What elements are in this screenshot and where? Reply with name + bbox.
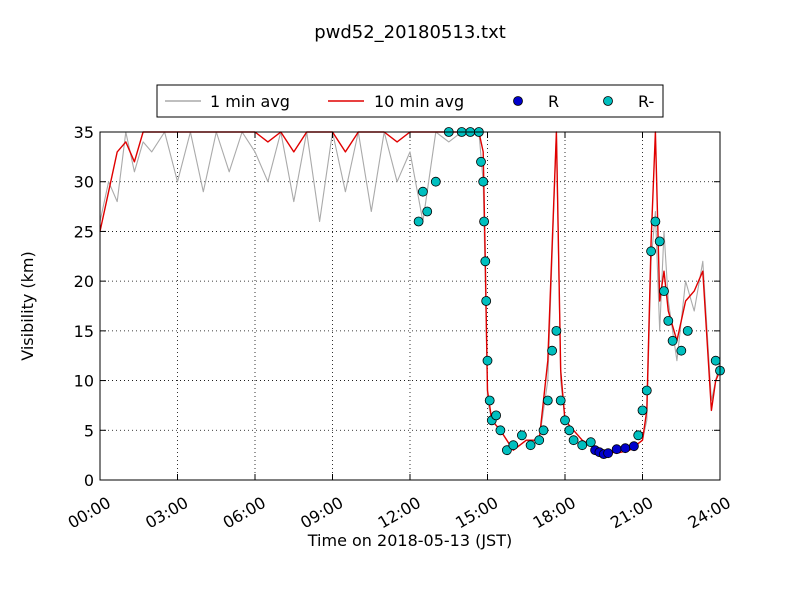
data-point-r	[663, 315, 674, 326]
y-tick-label: 5	[84, 421, 94, 440]
data-point-r	[637, 405, 648, 416]
data-point-r	[547, 345, 557, 356]
data-point-r	[654, 236, 665, 247]
legend-box	[156, 84, 664, 118]
data-point-r	[534, 435, 545, 446]
x-tick-label: 03:00	[142, 493, 191, 533]
data-point-r	[633, 430, 644, 441]
data-point-r	[682, 325, 693, 336]
y-tick-label: 10	[74, 372, 94, 391]
x-tick-label: 18:00	[530, 493, 579, 533]
legend-label-1-min-avg: 1 min avg	[210, 92, 290, 111]
data-point-r	[430, 176, 441, 187]
y-tick-label: 20	[74, 272, 94, 291]
y-axis-label: Visibility (km)	[18, 251, 37, 360]
data-point-r	[476, 156, 486, 167]
data-point-r	[551, 325, 562, 336]
axis-ticks: 00:00 03:00 06:00 09:00 12:00 15:00 18:00 21:00…	[65, 123, 734, 532]
data-point-r	[525, 440, 536, 451]
data-point-r	[481, 296, 492, 306]
x-tick-label: 06:00	[220, 493, 269, 533]
plot-area	[99, 127, 725, 460]
y-tick-label: 0	[84, 471, 94, 490]
y-tick-label: 35	[74, 123, 94, 142]
data-point-r	[417, 186, 428, 197]
data-point-r	[710, 355, 721, 366]
data-point-r	[478, 176, 489, 187]
y-tick-label: 30	[74, 173, 94, 192]
grid-lines	[100, 132, 720, 480]
data-point-r	[542, 395, 553, 406]
data-point-r	[611, 444, 622, 455]
data-point-r	[646, 246, 656, 257]
data-point-r	[482, 355, 493, 366]
data-point-r	[484, 395, 495, 406]
data-point-r	[413, 216, 424, 227]
data-point-r	[641, 385, 652, 396]
data-point-r	[555, 395, 566, 406]
x-tick-label: 00:00	[65, 493, 114, 533]
x-tick-label: 24:00	[685, 493, 734, 533]
data-point-r	[422, 206, 433, 217]
data-point-r	[629, 441, 639, 452]
data-point-r	[495, 425, 506, 436]
data-point-r	[577, 440, 588, 451]
data-point-r	[480, 256, 491, 267]
data-point-r	[585, 437, 596, 448]
data-point-r	[538, 425, 549, 436]
x-tick-label: 21:00	[607, 493, 656, 533]
data-point-r	[659, 286, 669, 297]
data-point-r	[667, 335, 678, 346]
y-tick-label: 25	[74, 222, 94, 241]
chart-title: pwd52_20180513.txt	[314, 22, 506, 43]
data-point-r	[564, 425, 575, 436]
data-point-r	[650, 216, 661, 227]
legend-label-r: R	[548, 92, 559, 111]
data-point-r	[560, 415, 570, 426]
data-point-r	[676, 345, 687, 356]
data-point-r	[508, 440, 519, 451]
data-point-r	[517, 430, 527, 441]
x-axis-label: Time on 2018-05-13 (JST)	[307, 531, 512, 550]
y-tick-label: 15	[74, 322, 94, 341]
legend-swatch-r	[603, 96, 613, 106]
data-point-r	[491, 410, 502, 421]
x-tick-label: 15:00	[452, 493, 501, 533]
legend-label-10-min-avg: 10 min avg	[374, 92, 464, 111]
data-point-r	[568, 435, 579, 446]
x-tick-label: 09:00	[297, 493, 346, 533]
legend-label-r: R-	[638, 92, 654, 111]
data-point-r	[501, 445, 512, 456]
x-tick-label: 12:00	[375, 493, 424, 533]
data-point-r	[620, 443, 631, 454]
data-point-r	[603, 448, 613, 459]
legend-swatch-r	[513, 96, 523, 106]
data-point-r	[479, 216, 490, 227]
legend: 1 min avg 10 min avg R R-	[156, 84, 664, 118]
